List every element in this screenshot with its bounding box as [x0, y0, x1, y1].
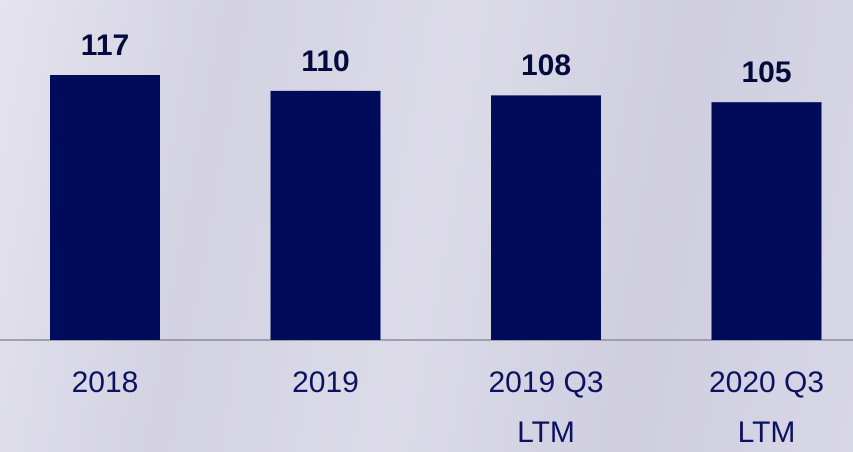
bar	[711, 102, 822, 340]
bar	[491, 95, 601, 340]
x-tick-label: 2019 Q3 LTM	[488, 366, 604, 449]
value-label: 110	[301, 44, 350, 78]
value-label: 108	[520, 49, 572, 83]
bar	[270, 90, 381, 340]
bar	[50, 75, 160, 340]
x-tick-label: 2020 Q3 LTM	[708, 366, 825, 449]
x-tick-label: 2019	[292, 366, 359, 399]
x-tick-label: 2018	[71, 366, 139, 399]
value-label: 105	[741, 56, 792, 90]
value-label: 117	[80, 29, 130, 62]
